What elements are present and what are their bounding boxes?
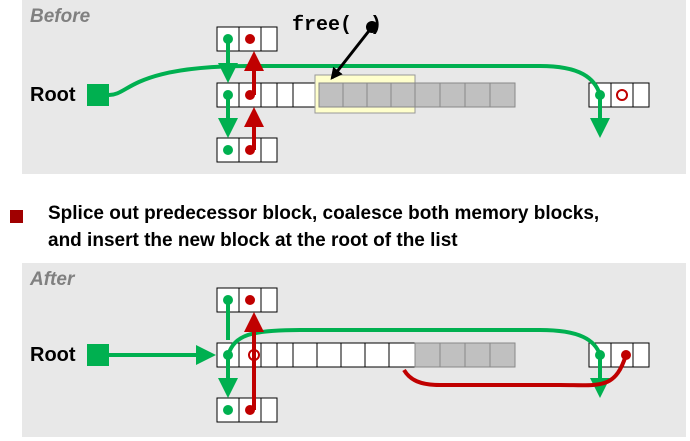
before-root-label: Root [30,84,76,106]
after-green-link [226,328,602,356]
after-red-link [402,354,628,388]
after-root-label: Root [30,344,76,366]
free-pointer-arrow [330,26,374,80]
after-memory-row [216,342,516,368]
before-bottom-block [216,137,278,163]
bullet-marker [10,210,23,223]
before-title: Before [30,6,91,27]
before-memory-row [216,74,516,114]
free-call-open: free( [292,14,353,37]
after-bottom-block [216,397,278,423]
after-root-square [87,344,109,366]
after-top-block [216,287,278,313]
bullet-line-1: Splice out predecessor block, coalesce b… [48,203,600,224]
after-title: After [30,269,75,290]
before-root-square [87,84,109,106]
bullet-line-2: and insert the new block at the root of … [48,230,458,251]
